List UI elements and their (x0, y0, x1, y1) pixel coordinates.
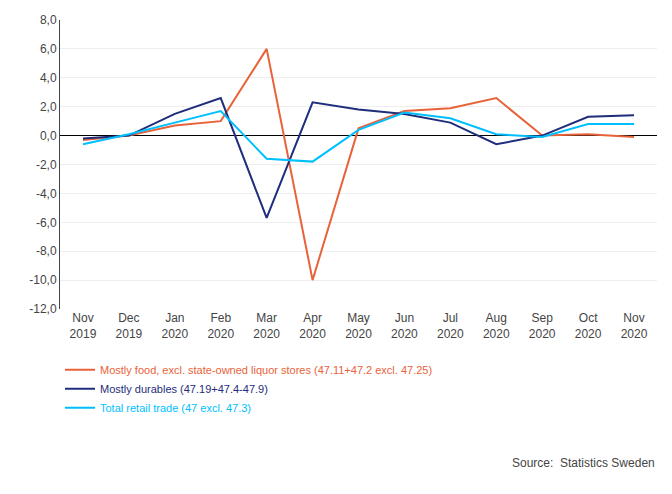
svg-text:Mostly durables (47.19+47.4-47: Mostly durables (47.19+47.4-47.9) (100, 383, 268, 395)
svg-text:May2020: May2020 (345, 311, 372, 341)
svg-text:Apr2020: Apr2020 (299, 311, 326, 341)
svg-text:Jun2020: Jun2020 (391, 311, 418, 341)
svg-text:Mar2020: Mar2020 (253, 311, 280, 341)
svg-text:-10,0: -10,0 (29, 273, 57, 287)
svg-text:4,0: 4,0 (40, 71, 57, 85)
svg-text:Jul2020: Jul2020 (437, 311, 464, 341)
svg-text:Nov2020: Nov2020 (621, 311, 648, 341)
svg-text:6,0: 6,0 (40, 42, 57, 56)
svg-text:-2,0: -2,0 (36, 158, 57, 172)
svg-text:Aug2020: Aug2020 (483, 311, 510, 341)
svg-text:-4,0: -4,0 (36, 187, 57, 201)
svg-text:Nov2019: Nov2019 (70, 311, 97, 341)
svg-text:8,0: 8,0 (40, 13, 57, 27)
svg-text:Oct2020: Oct2020 (575, 311, 602, 341)
svg-text:Sep2020: Sep2020 (529, 311, 556, 341)
svg-text:0,0: 0,0 (40, 129, 57, 143)
svg-text:Total retail trade (47 excl. 4: Total retail trade (47 excl. 47.3) (100, 402, 251, 414)
svg-text:Jan2020: Jan2020 (161, 311, 188, 341)
svg-text:Mostly food, excl. state-owned: Mostly food, excl. state-owned liquor st… (100, 364, 432, 376)
svg-text:Dec2019: Dec2019 (116, 311, 143, 341)
svg-text:-8,0: -8,0 (36, 244, 57, 258)
svg-text:2,0: 2,0 (40, 100, 57, 114)
svg-text:-12,0: -12,0 (29, 302, 57, 316)
svg-text:Source: Statistics Sweden: Source: Statistics Sweden (512, 456, 655, 470)
svg-text:Feb2020: Feb2020 (207, 311, 234, 341)
svg-text:-6,0: -6,0 (36, 216, 57, 230)
